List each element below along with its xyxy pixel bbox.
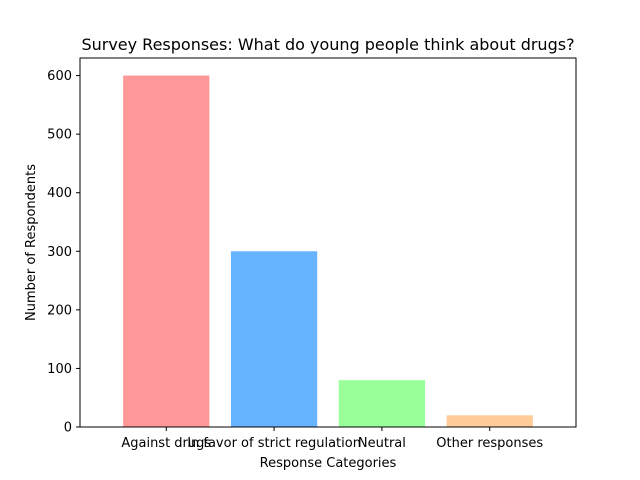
y-tick-label: 600	[47, 69, 72, 84]
y-tick-label: 0	[64, 421, 72, 436]
y-tick-label: 300	[47, 245, 72, 260]
bar-3	[446, 415, 533, 427]
y-tick-label: 500	[47, 128, 72, 143]
bars-group	[123, 75, 533, 428]
x-tick-label: In favor of strict regulation	[187, 436, 361, 451]
chart-title: Survey Responses: What do young people t…	[81, 35, 574, 54]
x-tick-label: Other responses	[436, 436, 543, 451]
bar-0	[123, 75, 210, 428]
x-tick-label: Against drugs	[121, 436, 211, 451]
bar-1	[230, 251, 318, 427]
y-axis-ticks: 0 100 200 300 400 500 600	[47, 69, 80, 436]
bar-2	[338, 380, 426, 427]
plot-frame	[79, 57, 577, 428]
y-tick-label: 200	[47, 303, 72, 318]
y-axis-label: Number of Respondents	[24, 164, 39, 321]
y-tick-label: 400	[47, 186, 72, 201]
x-axis-label: Response Categories	[260, 456, 397, 471]
x-tick-label: Neutral	[358, 436, 406, 451]
y-tick-label: 100	[47, 362, 72, 377]
